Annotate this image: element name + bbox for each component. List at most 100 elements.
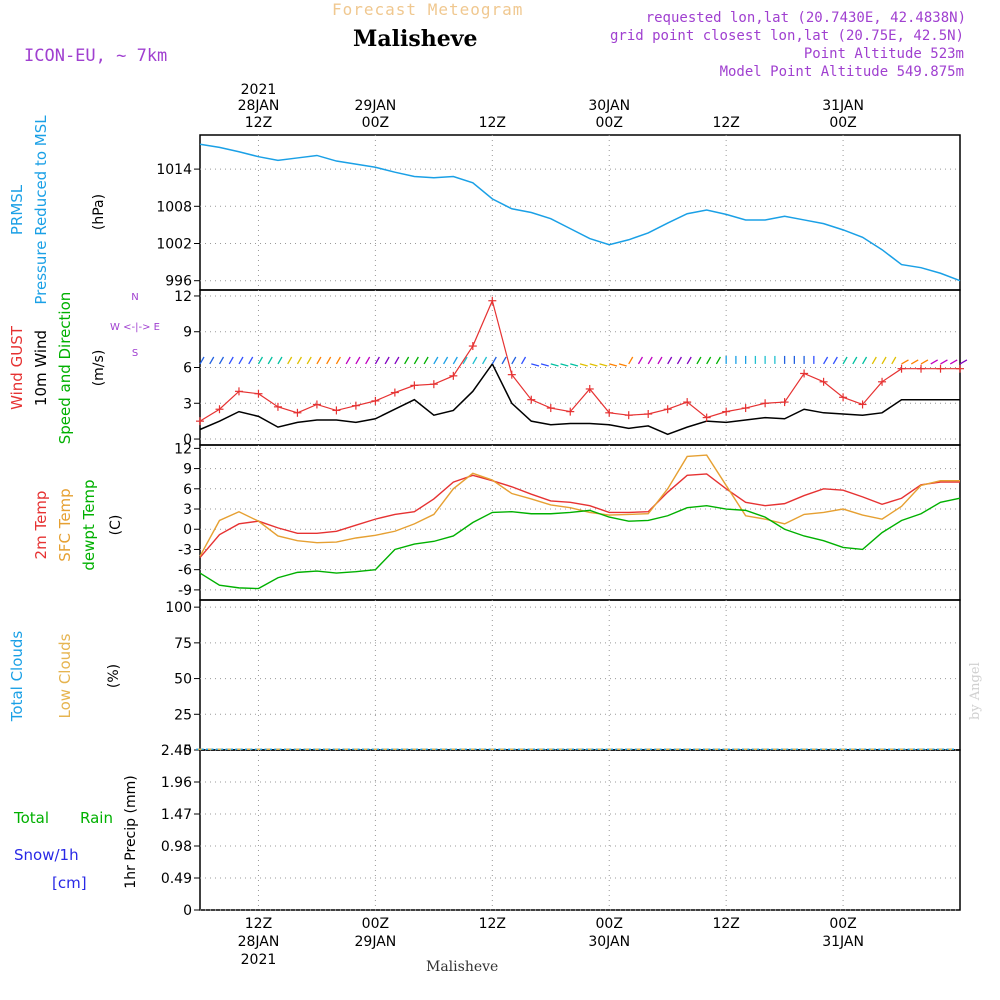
ytick-label-pressure: 1008 <box>156 199 192 215</box>
wind-direction-arrow <box>296 356 302 365</box>
low-cloud-bar <box>743 748 748 750</box>
wind-direction-arrow <box>472 356 478 365</box>
low-cloud-bar <box>734 748 738 750</box>
cloud-ylabel: (%) <box>106 664 122 688</box>
model-altitude: Model Point Altitude 549.875m <box>719 64 964 80</box>
wind-direction-arrow <box>248 356 254 365</box>
low-cloud-bar <box>919 748 923 750</box>
ytick-label-precip: 0.49 <box>161 871 192 887</box>
low-cloud-bar <box>480 748 485 750</box>
time-label-top-date: 31JAN <box>822 98 864 114</box>
ytick-label-wind: 9 <box>183 325 192 341</box>
wind-direction-arrow <box>940 359 948 365</box>
low-cloud-bar <box>831 748 836 750</box>
low-cloud-bar <box>704 748 709 750</box>
low-cloud-bar <box>714 748 719 750</box>
ytick-label-precip: 1.47 <box>161 807 192 823</box>
low-cloud-bar <box>510 748 514 750</box>
low-cloud-bar <box>860 748 865 750</box>
low-cloud-bar <box>363 748 368 750</box>
pressure-label-2: Pressure Reduced to MSL <box>32 115 50 305</box>
grid-point-coords: grid point closest lon,lat (20.75E, 42.5… <box>609 28 964 44</box>
wind-direction-arrow <box>209 356 215 365</box>
wind-direction-arrow <box>715 356 721 365</box>
wind-direction-arrow <box>306 356 312 365</box>
temp-line-2m-temp <box>199 473 960 558</box>
time-label-top-date: 29JAN <box>355 98 397 114</box>
low-cloud-bar <box>587 748 592 750</box>
ytick-label-temperature: -3 <box>178 542 192 558</box>
panel-frame-precip <box>199 749 961 911</box>
ytick-label-wind: 0 <box>183 432 192 448</box>
wind-direction-arrow <box>413 356 419 365</box>
ytick-label-clouds: 0 <box>183 743 192 759</box>
low-cloud-bar <box>490 748 495 750</box>
subtitle: Forecast Meteogram <box>332 0 524 19</box>
pressure-line <box>199 143 961 282</box>
time-label-bottom-date: 31JAN <box>822 934 864 950</box>
low-cloud-bar <box>753 748 758 750</box>
low-cloud-bar <box>685 748 689 750</box>
low-cloud-bar <box>529 748 534 750</box>
wind-direction-arrow <box>277 356 283 365</box>
low-cloud-bar <box>441 748 446 750</box>
wind-direction-arrow <box>462 356 468 365</box>
precip-label-rain: Rain <box>80 809 113 827</box>
wind-direction-arrow <box>520 356 527 365</box>
model-name: ICON-EU, ~ 7km <box>24 46 168 66</box>
ytick-label-pressure: 996 <box>165 274 192 290</box>
wind-direction-arrow <box>404 356 410 365</box>
low-cloud-bar <box>948 748 953 750</box>
wind-direction-arrow <box>560 363 569 367</box>
time-label-top-date: 30JAN <box>588 98 630 114</box>
wind-direction-arrow <box>930 359 939 365</box>
time-label-top-year: 2021 <box>241 82 277 98</box>
low-cloud-bar <box>695 748 699 750</box>
cloud-label-low: Low Clouds <box>56 633 74 718</box>
wind-direction-arrow <box>676 356 682 365</box>
cloud-label-total: Total Clouds <box>8 631 26 723</box>
wind-direction-arrow <box>433 356 439 365</box>
temp-line-sfc-temp <box>199 454 960 557</box>
ytick-label-clouds: 50 <box>174 672 192 688</box>
compass-n: N <box>131 292 138 303</box>
low-cloud-bar <box>334 748 339 750</box>
point-altitude: Point Altitude 523m <box>803 46 964 62</box>
temp-label-2m: 2m Temp <box>32 491 50 560</box>
time-label-bottom-hour: 00Z <box>596 916 623 932</box>
low-cloud-bar <box>354 748 358 750</box>
wind-direction-arrow <box>881 356 887 365</box>
time-label-bottom-date: 29JAN <box>355 934 397 950</box>
wind-direction-arrow <box>628 356 634 365</box>
wind-direction-arrow <box>618 363 627 367</box>
low-cloud-bar <box>636 748 641 750</box>
ytick-label-temperature: 3 <box>183 502 192 518</box>
low-cloud-bar <box>763 748 767 750</box>
low-cloud-bar <box>207 748 212 750</box>
wind-direction-arrow <box>345 356 351 365</box>
wind-direction-arrow <box>257 356 264 365</box>
low-cloud-bar <box>851 748 855 750</box>
ytick-label-wind: 6 <box>183 361 192 377</box>
low-cloud-bar <box>880 748 884 750</box>
low-cloud-bar <box>256 748 261 750</box>
time-label-top-date: 28JAN <box>238 98 280 114</box>
time-label-bottom-year: 2021 <box>241 952 277 968</box>
wind-direction-arrow <box>365 356 371 365</box>
time-label-bottom-hour: 00Z <box>829 916 856 932</box>
low-cloud-bar <box>539 748 543 750</box>
wind-direction-arrow <box>531 363 540 367</box>
low-cloud-bar <box>422 748 426 750</box>
wind-direction-arrow <box>374 356 380 365</box>
wind-direction-arrow <box>647 356 653 365</box>
ytick-label-temperature: -6 <box>178 563 192 579</box>
low-cloud-bar <box>276 748 280 750</box>
low-cloud-bar <box>305 748 309 750</box>
ytick-label-precip: 0 <box>183 903 192 919</box>
low-cloud-bar <box>461 748 465 750</box>
time-label-bottom-hour: 12Z <box>479 916 506 932</box>
ytick-label-temperature: 0 <box>183 522 192 538</box>
ytick-label-wind: 12 <box>174 289 192 305</box>
low-cloud-bar <box>500 748 504 750</box>
low-cloud-bar <box>909 748 914 750</box>
